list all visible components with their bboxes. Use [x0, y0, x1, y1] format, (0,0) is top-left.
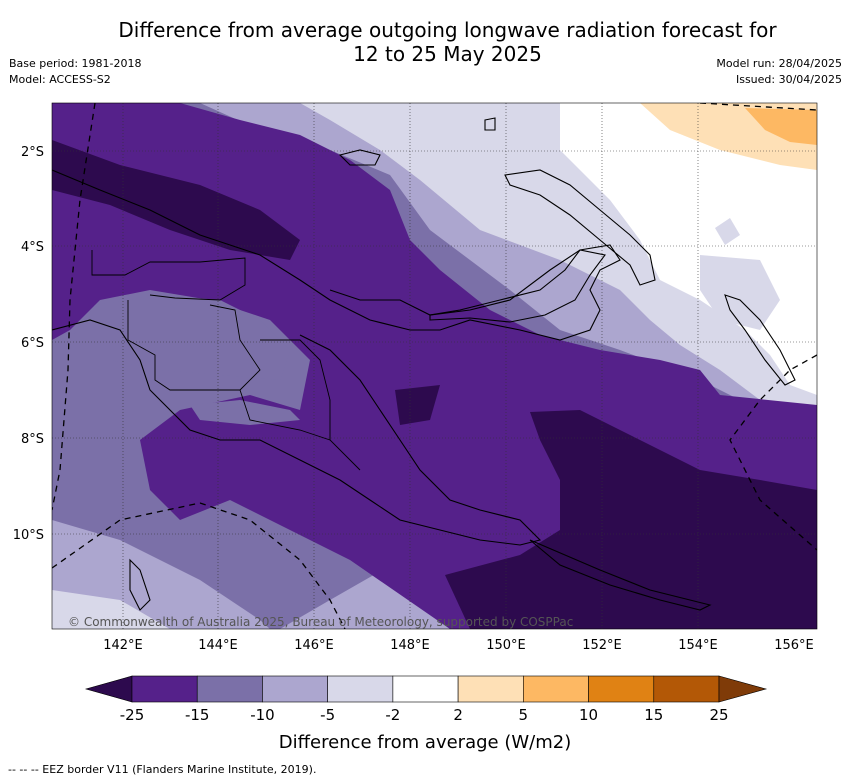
title-line-1: Difference from average outgoing longwav… [118, 18, 777, 42]
latitude-label: 4°S [21, 240, 44, 255]
title-line-2: 12 to 25 May 2025 [353, 42, 542, 66]
colorbar-tick-label: 10 [579, 706, 598, 724]
new-britain-coast [429, 249, 606, 323]
colorbar-tick-label: 5 [519, 706, 529, 724]
band-minus15-minus10-gulf [190, 400, 300, 425]
colorbar-extend-min [84, 675, 133, 703]
coastlines [52, 117, 796, 611]
band-minus5-minus2-east [700, 255, 780, 330]
island-coast [484, 117, 496, 131]
latitude-labels: 2°S 4°S 6°S 8°S 10°S [13, 145, 44, 543]
model-name: Model: ACCESS-S2 [9, 73, 111, 86]
colorbar-band [131, 675, 198, 703]
longitude-label: 142°E [103, 638, 143, 653]
longitude-label: 150°E [486, 638, 526, 653]
manus-coast [338, 149, 381, 166]
model-run: Model run: 28/04/2025 [716, 57, 842, 70]
colorbar-tick-label: -10 [250, 706, 275, 724]
colorbar-tick-label: 2 [453, 706, 463, 724]
colorbar-band [653, 675, 720, 703]
graticule [52, 103, 817, 629]
band-minus15-minus10-highlands [70, 295, 290, 380]
latitude-label: 2°S [21, 145, 44, 160]
longitude-label: 144°E [198, 638, 238, 653]
colorbar-tick-label: -25 [120, 706, 145, 724]
band-minus5-minus2-spot [715, 218, 740, 245]
bougainville-coast [724, 294, 796, 386]
colorbar-tick-label: -2 [385, 706, 400, 724]
chart-title: Difference from average outgoing longwav… [60, 18, 835, 66]
colorbar-band [196, 675, 263, 703]
png-north-coast [52, 169, 621, 341]
colorbar-tick-label: -15 [185, 706, 210, 724]
band-5-10 [745, 108, 817, 145]
eez-footnote: -- -- -- EEZ border V11 (Flanders Marine… [8, 763, 317, 776]
band-minus5-minus2-southwest [52, 590, 170, 629]
colorbar: -25 -15 -10 -5 -2 2 5 10 15 25 [84, 675, 768, 724]
longitude-label: 148°E [390, 638, 430, 653]
base-period: Base period: 1981-2018 [9, 57, 142, 70]
colorbar-band [457, 675, 524, 703]
colorbar-band [523, 675, 589, 703]
cape-york-coast [129, 558, 151, 611]
anomaly-field [52, 103, 817, 629]
colorbar-band [588, 675, 655, 703]
colorbar-band [392, 675, 459, 703]
boundaries [91, 250, 361, 471]
meta-right: Model run: 28/04/2025 Issued: 30/04/2025 [716, 56, 842, 88]
band-below-minus25-southeast [445, 410, 817, 629]
colorbar-extend-max [718, 675, 768, 703]
new-ireland-coast [504, 169, 656, 286]
issued-date: Issued: 30/04/2025 [735, 73, 842, 86]
map-frame [51, 102, 818, 630]
longitude-label: 156°E [774, 638, 814, 653]
colorbar-title: Difference from average (W/m2) [279, 732, 571, 753]
latitude-label: 8°S [21, 432, 44, 447]
png-south-coast [52, 319, 542, 546]
band-below-minus25-north [52, 140, 300, 260]
eez-borders [52, 103, 817, 629]
colorbar-tick-label: 25 [709, 706, 728, 724]
latitude-label: 6°S [21, 336, 44, 351]
colorbar-band [262, 675, 328, 703]
longitude-label: 152°E [582, 638, 622, 653]
band-below-minus25-centre [395, 385, 440, 425]
latitude-label: 10°S [13, 528, 44, 543]
longitude-label: 146°E [294, 638, 334, 653]
colorbar-band [327, 675, 394, 703]
meta-left: Base period: 1981-2018 Model: ACCESS-S2 [9, 56, 141, 88]
longitude-label: 154°E [678, 638, 718, 653]
louisiade-coast [529, 539, 712, 611]
copyright-text: © Commonwealth of Australia 2025, Bureau… [68, 615, 573, 629]
longitude-labels: 142°E 144°E 146°E 148°E 150°E 152°E 154°E 156°E [103, 638, 814, 653]
colorbar-tick-label: -5 [320, 706, 335, 724]
colorbar-tick-label: 15 [644, 706, 663, 724]
